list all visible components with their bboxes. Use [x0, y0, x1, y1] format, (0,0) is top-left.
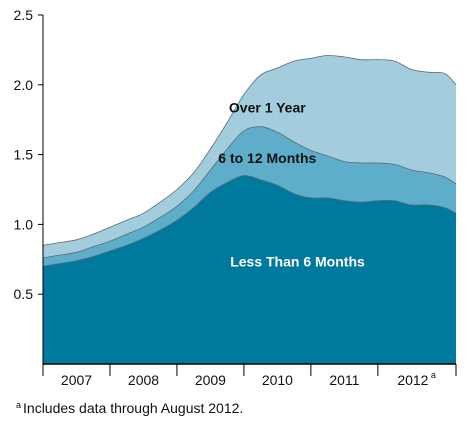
x-tick-label: 2012	[397, 372, 428, 388]
footnote-text: Includes data through August 2012.	[23, 400, 244, 416]
area-less-than-6-months	[43, 175, 456, 364]
x-tick-label: 2007	[61, 372, 92, 388]
series-labels: Over 1 Year 6 to 12 Months Less Than 6 Mon…	[218, 100, 365, 270]
axes: 0.5 1.0 1.5 2.0 2.5 2007 2008 2009 2010 2011 2012 a	[14, 7, 457, 388]
x-tick-label-marker: a	[431, 370, 436, 380]
x-tick-label: 2010	[262, 372, 293, 388]
footnote-marker: a	[16, 400, 22, 410]
series-label: Less Than 6 Months	[230, 253, 365, 269]
series-label: 6 to 12 Months	[218, 150, 316, 166]
y-tick-label: 2.0	[14, 77, 34, 93]
x-tick-label: 2008	[128, 372, 159, 388]
footnote: a Includes data through August 2012.	[16, 400, 243, 416]
series-boundary-line	[42, 126, 457, 259]
y-tick-label: 2.5	[14, 7, 34, 23]
series-label: Over 1 Year	[229, 100, 306, 116]
y-tick-label: 1.5	[14, 147, 34, 163]
y-tick-label: 1.0	[14, 216, 34, 232]
area-series-group	[42, 55, 457, 365]
y-tick-label: 0.5	[14, 286, 34, 302]
series-boundary-line	[42, 175, 457, 267]
x-tick-label: 2011	[329, 372, 359, 388]
series-boundary-line	[42, 55, 457, 246]
x-tick-label: 2009	[195, 372, 226, 388]
area-chart: Over 1 Year 6 to 12 Months Less Than 6 Mon…	[14, 7, 457, 388]
